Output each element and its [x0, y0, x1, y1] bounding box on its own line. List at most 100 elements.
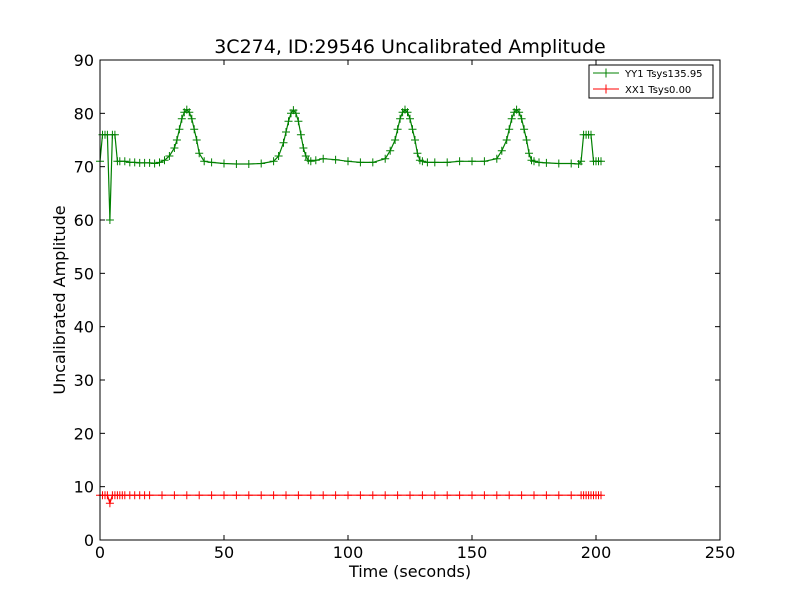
data-point-marker	[175, 125, 184, 134]
data-point-marker	[170, 144, 179, 152]
series-0	[96, 105, 605, 224]
data-point-marker	[177, 114, 186, 123]
y-tick-label: 50	[74, 264, 94, 283]
data-point-marker	[393, 491, 402, 500]
data-point-marker	[158, 491, 166, 500]
data-point-marker	[535, 158, 543, 167]
data-point-marker	[269, 491, 278, 500]
data-point-marker	[282, 128, 290, 136]
data-point-marker	[515, 108, 524, 117]
data-point-marker	[160, 156, 169, 165]
data-point-marker	[430, 158, 439, 167]
data-point-marker	[311, 156, 320, 165]
y-tick-label: 60	[74, 211, 94, 230]
data-point-marker	[443, 491, 452, 500]
data-point-marker	[207, 158, 216, 167]
data-point-marker	[279, 138, 288, 147]
data-point-marker	[393, 125, 402, 134]
data-point-marker	[468, 491, 476, 500]
data-point-marker	[492, 491, 501, 500]
series-layer	[96, 105, 605, 508]
data-point-marker	[418, 491, 427, 500]
data-point-marker	[455, 491, 464, 500]
data-point-marker	[306, 491, 315, 500]
data-point-marker	[468, 157, 476, 166]
data-point-marker	[497, 146, 506, 155]
legend-marker-yy1	[600, 68, 612, 78]
data-point-marker	[530, 491, 538, 500]
data-point-marker	[554, 491, 563, 500]
legend-label-xx1: XX1 Tsys0.00	[625, 85, 691, 96]
data-point-marker	[418, 157, 427, 166]
data-point-marker	[413, 149, 422, 158]
data-point-marker	[282, 491, 290, 500]
data-point-marker	[423, 158, 432, 167]
data-point-marker	[257, 491, 266, 500]
x-tick-label: 200	[581, 543, 612, 562]
data-point-marker	[406, 491, 414, 500]
data-point-marker	[480, 157, 489, 166]
data-point-marker	[145, 491, 154, 500]
data-point-marker	[587, 130, 595, 139]
data-point-marker	[331, 491, 340, 500]
data-point-marker	[244, 160, 253, 168]
data-point-marker	[406, 114, 414, 123]
data-point-marker	[505, 491, 514, 500]
data-point-marker	[530, 157, 538, 166]
data-point-marker	[187, 114, 196, 123]
data-point-marker	[145, 158, 154, 167]
data-point-marker	[356, 158, 365, 167]
data-point-marker	[110, 130, 119, 139]
data-point-marker	[368, 491, 377, 500]
series-1	[96, 491, 605, 508]
legend-label-yy1: YY1 Tsys135.95	[624, 69, 703, 80]
data-point-marker	[368, 158, 377, 167]
data-point-marker	[195, 149, 204, 158]
plot-frame	[99, 59, 721, 541]
data-point-marker	[542, 491, 551, 500]
y-tick-label: 20	[74, 424, 94, 443]
data-point-marker	[408, 125, 417, 134]
data-point-marker	[105, 216, 114, 224]
data-point-marker	[520, 125, 529, 134]
data-point-marker	[319, 491, 328, 500]
data-point-marker	[150, 159, 159, 168]
y-tick-label: 70	[74, 158, 94, 177]
data-point-marker	[170, 491, 179, 500]
data-point-marker	[291, 109, 300, 118]
data-point-marker	[542, 158, 551, 167]
data-point-marker	[269, 157, 278, 166]
legend-marker-xx1	[600, 84, 612, 94]
data-point-marker	[331, 155, 340, 164]
data-point-marker	[244, 491, 253, 500]
data-point-marker	[344, 157, 352, 166]
data-point-marker	[554, 159, 563, 168]
data-point-marker	[517, 491, 526, 500]
ticks-layer: 0 50 100 150 200 250 0 10 20 30 40 50 60 70 80 90	[74, 51, 736, 562]
data-point-marker	[517, 114, 526, 123]
data-point-marker	[480, 491, 489, 500]
data-point-marker	[182, 491, 191, 500]
data-point-marker	[207, 491, 216, 500]
data-point-marker	[381, 154, 390, 163]
x-tick-label: 0	[95, 543, 105, 562]
data-point-marker	[507, 114, 516, 123]
x-axis-label: Time (seconds)	[348, 562, 471, 581]
data-point-marker	[155, 158, 164, 167]
data-point-marker	[522, 136, 531, 144]
data-point-marker	[443, 158, 452, 167]
legend-box	[588, 64, 714, 99]
data-point-marker	[502, 136, 511, 144]
data-point-marker	[299, 144, 308, 152]
data-point-marker	[257, 159, 266, 168]
data-point-marker	[396, 114, 405, 123]
data-point-marker	[294, 491, 303, 500]
data-point-marker	[200, 157, 209, 166]
data-point-marker	[172, 136, 181, 144]
legend: YY1 Tsys135.95 XX1 Tsys0.00	[588, 64, 714, 99]
data-point-marker	[190, 125, 199, 134]
data-point-marker	[232, 491, 241, 500]
plot-area	[100, 60, 720, 540]
data-point-marker	[577, 157, 586, 166]
